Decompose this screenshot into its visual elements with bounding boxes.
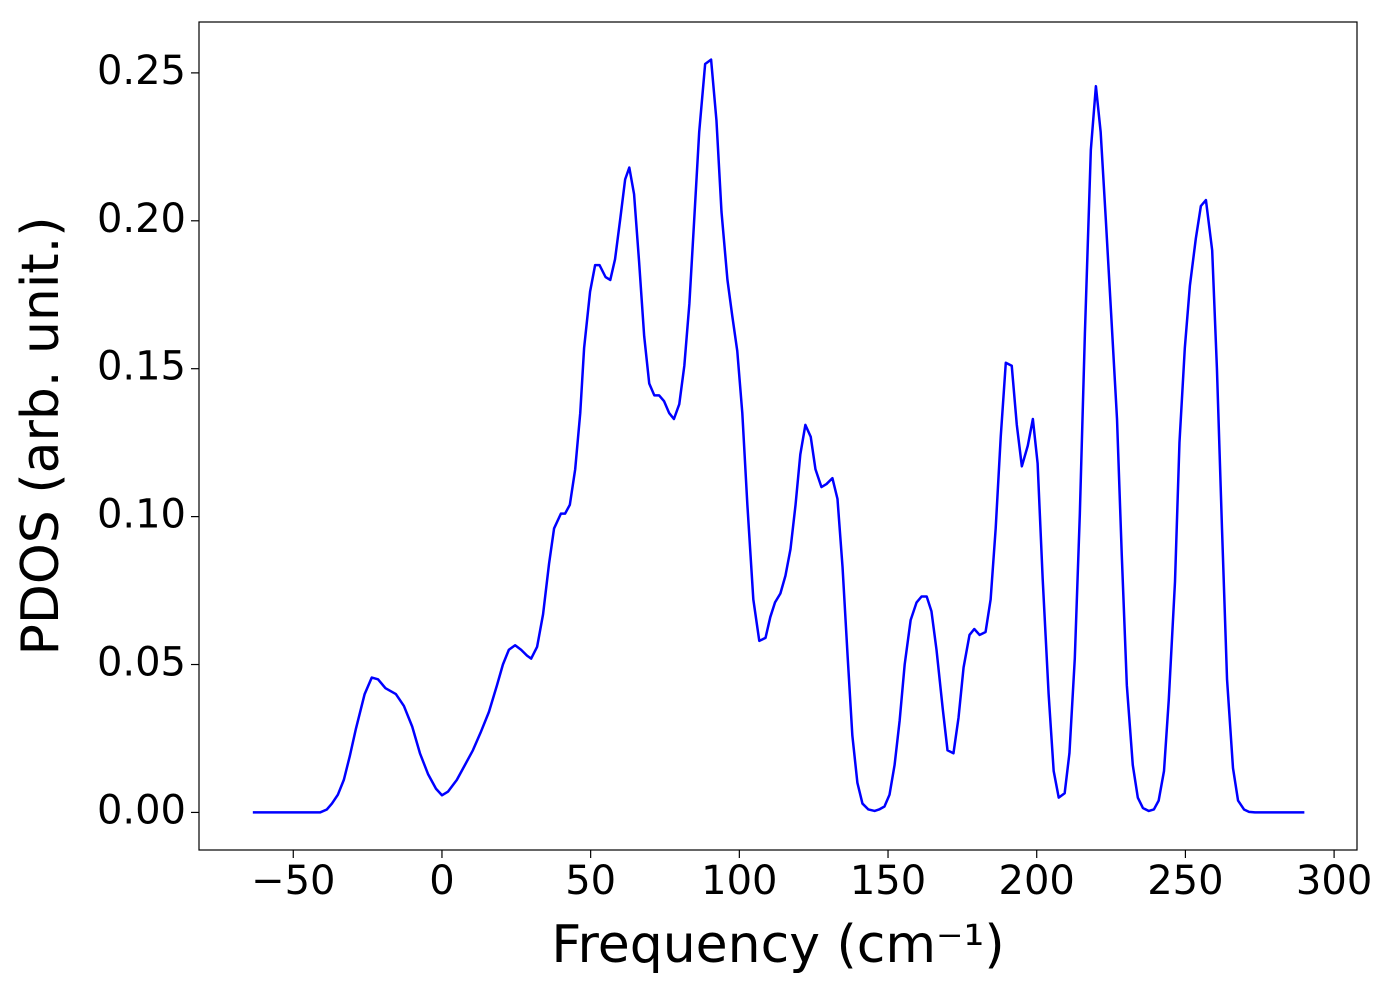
y-tick-label: 0.00 [97, 787, 186, 833]
y-tick-label: 0.10 [97, 492, 186, 538]
x-tick-label: 150 [850, 858, 926, 904]
y-axis-label: PDOS (arb. unit.) [11, 216, 71, 655]
x-tick-label: 50 [565, 858, 616, 904]
x-tick-label: 300 [1296, 858, 1372, 904]
y-tick-label: 0.15 [97, 344, 186, 390]
x-tick-label: 0 [429, 858, 454, 904]
x-tick-label: 250 [1147, 858, 1223, 904]
x-axis-label: Frequency (cm⁻¹) [551, 915, 1004, 975]
x-tick-label: 100 [701, 858, 777, 904]
y-tick-label: 0.25 [97, 48, 186, 94]
data-line [252, 58, 1305, 814]
plot-frame [198, 21, 1358, 851]
y-tick-label: 0.05 [97, 640, 186, 686]
y-tick-label: 0.20 [97, 196, 186, 242]
x-tick-label: −50 [251, 858, 335, 904]
x-tick-label: 200 [999, 858, 1075, 904]
